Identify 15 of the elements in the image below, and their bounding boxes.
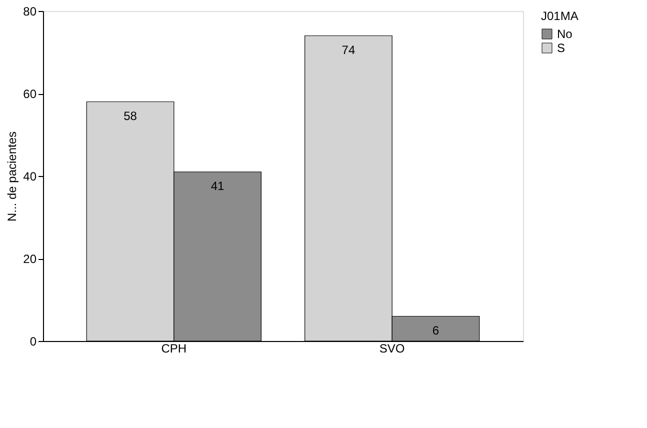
- y-tick-label: 0: [30, 334, 37, 348]
- y-axis-title: N... de pacientes: [5, 131, 20, 222]
- y-tick-label: 80: [23, 4, 37, 18]
- data-label: 41: [210, 178, 225, 193]
- y-tick-label: 40: [23, 170, 37, 184]
- data-label: 58: [124, 108, 138, 123]
- legend-title: J01MA: [541, 9, 578, 23]
- legend-label: No: [557, 27, 573, 41]
- y-tick-label: 20: [23, 252, 37, 266]
- data-label: 74: [342, 42, 356, 57]
- x-tick-label: SVO: [379, 342, 405, 356]
- x-tick-label: CPH: [161, 342, 187, 356]
- legend-label: S: [557, 41, 566, 55]
- y-tick-label: 60: [23, 87, 37, 101]
- data-label: 6: [432, 323, 440, 338]
